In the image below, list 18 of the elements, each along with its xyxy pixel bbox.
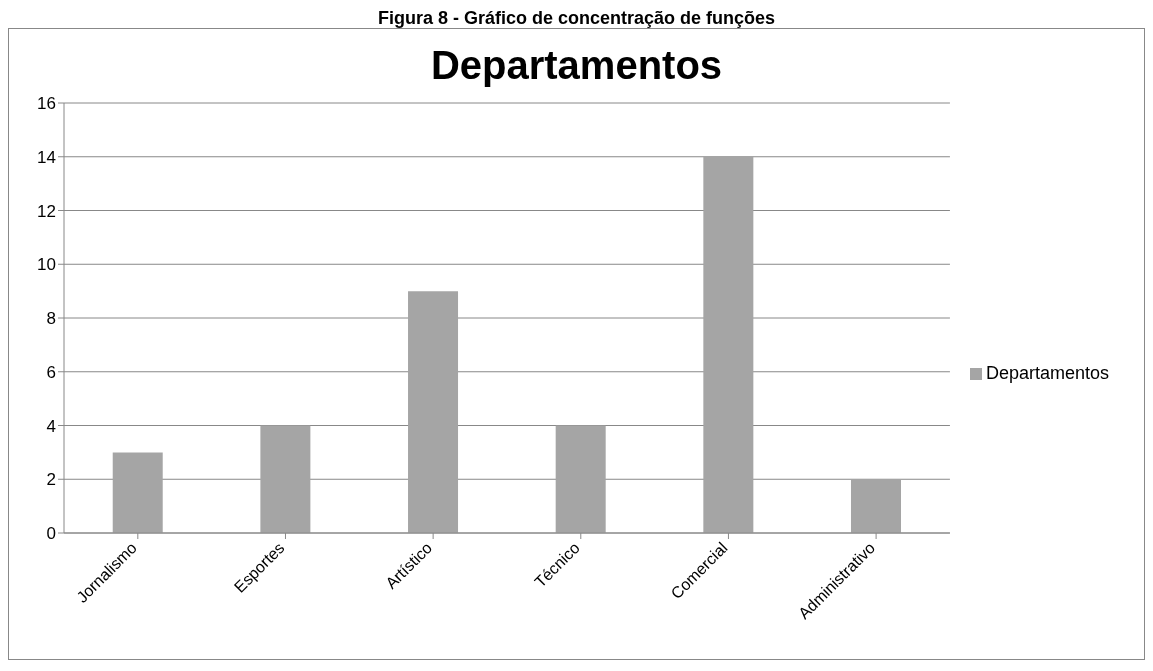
bar — [555, 425, 606, 533]
bar — [850, 479, 901, 533]
legend-label: Departamentos — [985, 362, 1109, 383]
y-tick-label: 14 — [37, 147, 56, 167]
y-tick-label: 12 — [37, 201, 56, 221]
y-tick-label: 2 — [46, 470, 56, 490]
bar — [703, 156, 754, 533]
y-tick-label: 16 — [37, 94, 56, 114]
text: Figura 8 - Gráfico de concentração de funções — [376, 8, 777, 28]
y-tick-label: 0 — [46, 524, 56, 544]
chart-title: Departamentos — [429, 43, 724, 89]
bar — [408, 291, 459, 533]
y-tick-label: 8 — [46, 309, 56, 329]
y-tick-label: 10 — [37, 255, 56, 275]
bar — [260, 425, 311, 533]
bar — [112, 452, 163, 533]
y-tick-label: 6 — [46, 362, 56, 382]
y-tick-label: 4 — [46, 416, 56, 436]
